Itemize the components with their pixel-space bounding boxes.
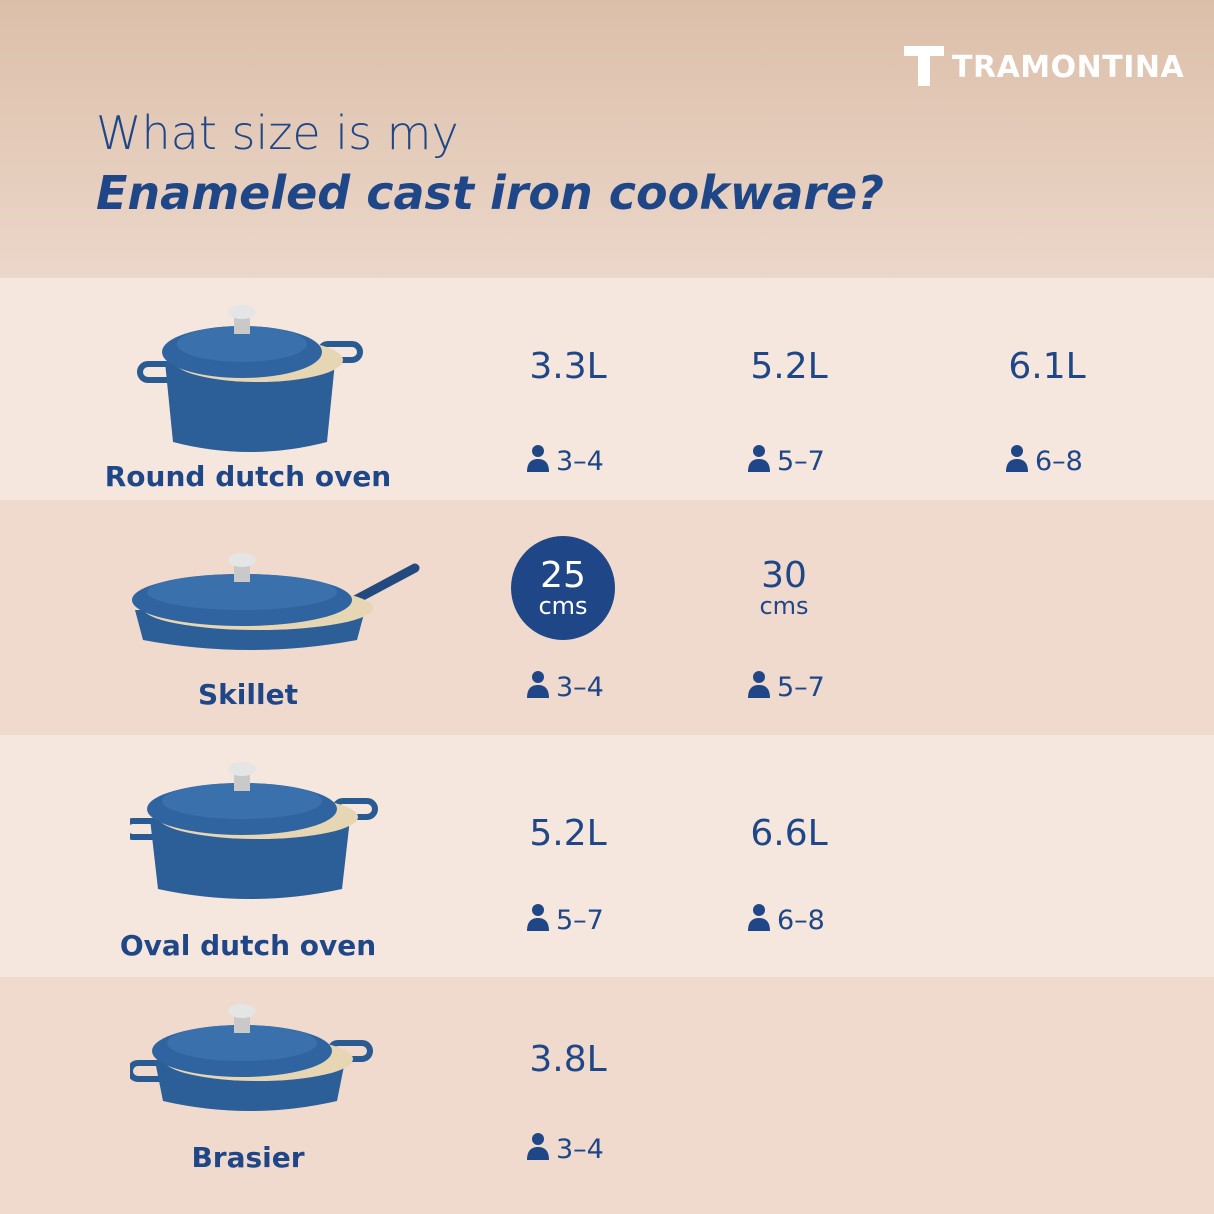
- person-icon: [526, 1132, 550, 1167]
- product-name: Oval dutch oven: [119, 929, 377, 962]
- person-icon: [526, 670, 550, 705]
- size: 6.1L: [1008, 346, 1086, 387]
- illustration: [130, 292, 430, 476]
- servings: 6–8: [747, 903, 825, 938]
- title-line: What size is my: [96, 106, 459, 160]
- servings-text: 3–4: [556, 446, 604, 477]
- row: Oval dutch oven 5.2L 6.6L 5–7 6–8: [0, 735, 1214, 977]
- illustration: [122, 749, 430, 933]
- person-icon: [526, 903, 550, 938]
- size-number: 25: [540, 555, 586, 596]
- servings: 5–7: [747, 444, 825, 479]
- person-icon: [526, 444, 550, 479]
- servings-text: 6–8: [1035, 446, 1083, 477]
- servings: 5–7: [747, 670, 825, 705]
- servings: 3–4: [526, 444, 604, 479]
- servings-text: 3–4: [556, 672, 604, 703]
- illustration: [130, 540, 430, 724]
- servings-text: 5–7: [777, 672, 825, 703]
- size: 25 cms: [511, 536, 615, 640]
- size: 3.3L: [529, 346, 607, 387]
- size: 6.6L: [750, 813, 828, 854]
- product-name: Skillet: [198, 678, 298, 711]
- servings: 5–7: [526, 903, 604, 938]
- row: Round dutch oven 3.3L 5.2L 6.1L 3–4 5–7 6–8: [0, 278, 1214, 500]
- servings-text: 5–7: [777, 446, 825, 477]
- row: Brasier 3.8L 3–4: [0, 977, 1214, 1214]
- size: 30 cms: [732, 536, 836, 640]
- logo: [904, 46, 944, 86]
- servings-text: 5–7: [556, 905, 604, 936]
- illustration: [127, 991, 430, 1175]
- size-unit: cms: [759, 592, 809, 620]
- title-line: Enameled cast iron cookware?: [96, 166, 884, 220]
- row: Skillet 25 cms 30 cms 3–4 5–7: [0, 500, 1214, 735]
- servings-text: 3–4: [556, 1134, 604, 1165]
- product-name: Round dutch oven: [104, 460, 392, 493]
- brand: TRAMONTINA: [952, 50, 1185, 85]
- servings: 6–8: [1005, 444, 1083, 479]
- size: 5.2L: [529, 813, 607, 854]
- person-icon: [747, 444, 771, 479]
- person-icon: [747, 903, 771, 938]
- size-unit: cms: [538, 592, 588, 620]
- servings: 3–4: [526, 670, 604, 705]
- person-icon: [747, 670, 771, 705]
- size-number: 30: [761, 555, 807, 596]
- size: 5.2L: [750, 346, 828, 387]
- servings-text: 6–8: [777, 905, 825, 936]
- servings: 3–4: [526, 1132, 604, 1167]
- size: 3.8L: [529, 1039, 607, 1080]
- person-icon: [1005, 444, 1029, 479]
- product-name: Brasier: [191, 1141, 305, 1174]
